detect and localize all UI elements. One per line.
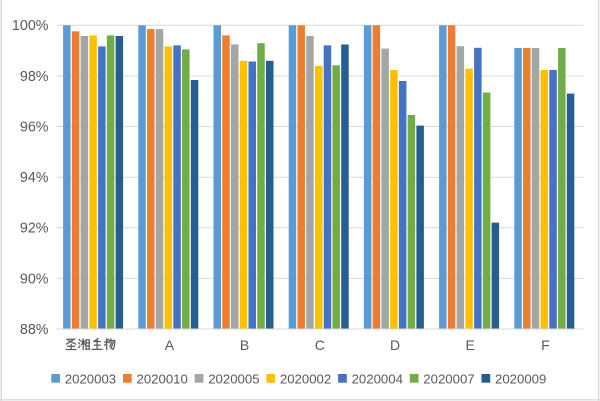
svg-text:2020003: 2020003 <box>65 372 116 387</box>
svg-text:96%: 96% <box>20 119 49 135</box>
svg-text:C: C <box>315 337 325 353</box>
svg-text:2020004: 2020004 <box>352 372 403 387</box>
svg-text:D: D <box>390 337 400 353</box>
svg-text:100%: 100% <box>12 18 49 34</box>
svg-text:98%: 98% <box>20 69 49 85</box>
svg-text:2020009: 2020009 <box>495 372 546 387</box>
svg-text:A: A <box>165 337 175 353</box>
svg-text:94%: 94% <box>20 170 49 186</box>
svg-text:2020002: 2020002 <box>280 372 331 387</box>
svg-text:F: F <box>541 337 550 353</box>
svg-text:2020007: 2020007 <box>423 372 474 387</box>
svg-text:B: B <box>240 337 249 353</box>
svg-text:E: E <box>466 337 475 353</box>
svg-text:88%: 88% <box>20 322 49 338</box>
svg-text:2020005: 2020005 <box>208 372 259 387</box>
svg-text:92%: 92% <box>20 221 49 237</box>
svg-text:90%: 90% <box>20 271 49 287</box>
svg-text:2020010: 2020010 <box>137 372 188 387</box>
